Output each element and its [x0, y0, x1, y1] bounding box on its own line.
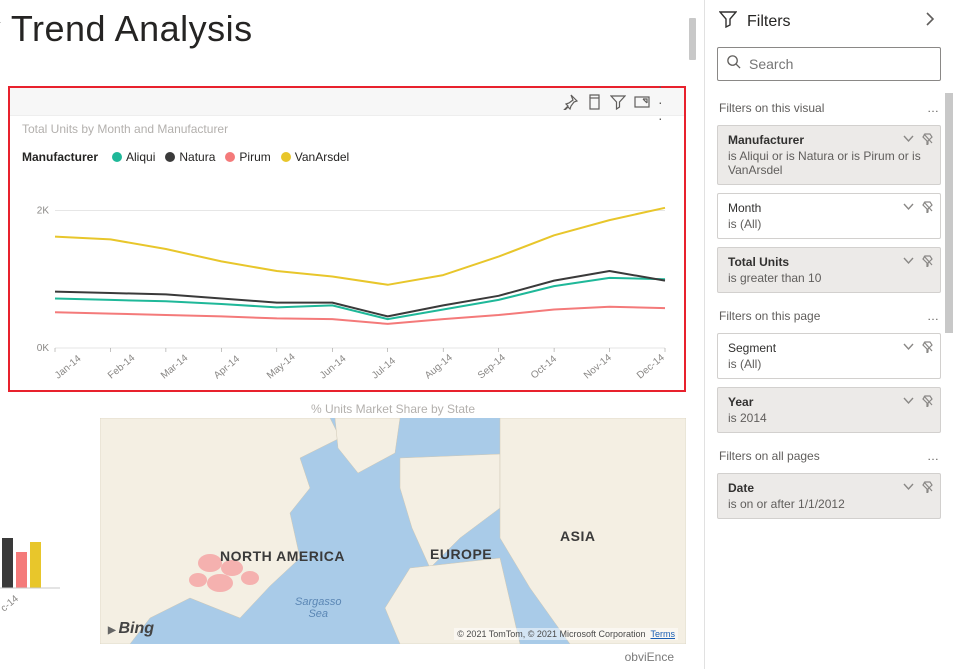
filter-card-description: is Aliqui or is Natura or is Pirum or is…: [728, 149, 932, 177]
filter-card-description: is (All): [728, 217, 932, 231]
filter-pane-icon: [719, 10, 737, 33]
filter-card[interactable]: Monthis (All): [717, 193, 941, 239]
filter-card[interactable]: Total Unitsis greater than 10: [717, 247, 941, 293]
filter-section-header: Filters on this page …: [705, 301, 953, 329]
page-title: ry Trend Analysis: [0, 0, 704, 60]
legend-series-label: Aliqui: [126, 150, 155, 164]
legend-series-label: Natura: [179, 150, 215, 164]
legend-swatch: [112, 152, 122, 162]
filters-pane: Filters Filters on this visual … Manufactu…: [705, 0, 953, 669]
series-line[interactable]: [55, 278, 665, 319]
filter-icon[interactable]: [610, 94, 626, 110]
chevron-down-icon[interactable]: [902, 480, 915, 496]
legend-swatch: [225, 152, 235, 162]
map-title: % Units Market Share by State: [100, 400, 686, 416]
pin-icon[interactable]: [562, 94, 578, 110]
map-sea-label: Sargasso Sea: [295, 596, 341, 620]
filter-section-title: Filters on all pages: [719, 449, 820, 463]
chevron-down-icon[interactable]: [902, 200, 915, 216]
filters-scroll-area: Filters on this visual … Manufactureris Al…: [705, 93, 953, 669]
clear-filter-icon[interactable]: [921, 340, 934, 356]
filter-card-description: is on or after 1/1/2012: [728, 497, 932, 511]
series-line[interactable]: [55, 271, 665, 316]
clear-filter-icon[interactable]: [921, 200, 934, 216]
filter-card-description: is greater than 10: [728, 271, 932, 285]
legend-series-label: VanArsdel: [295, 150, 349, 164]
chevron-down-icon[interactable]: [902, 132, 915, 148]
filter-section-title: Filters on this visual: [719, 101, 824, 115]
map-body[interactable]: Bing © 2021 TomTom, © 2021 Microsoft Cor…: [100, 418, 686, 644]
legend-item[interactable]: VanArsdel: [281, 150, 349, 164]
legend-series-label: Pirum: [239, 150, 270, 164]
line-chart-visual[interactable]: · · · Total Units by Month and Manufactu…: [8, 86, 686, 392]
chart-x-axis: Jan-14Feb-14Mar-14Apr-14May-14Jun-14Jul-…: [53, 373, 673, 384]
filter-section-more-icon[interactable]: …: [927, 449, 939, 463]
svg-text:2K: 2K: [37, 206, 50, 217]
clear-filter-icon[interactable]: [921, 132, 934, 148]
clear-filter-icon[interactable]: [921, 394, 934, 410]
legend-item[interactable]: Natura: [165, 150, 215, 164]
bing-logo: Bing: [108, 620, 154, 638]
filter-card[interactable]: Dateis on or after 1/1/2012: [717, 473, 941, 519]
filters-pane-title: Filters: [747, 13, 791, 31]
filters-search-input[interactable]: [749, 56, 932, 72]
chart-legend: Manufacturer Aliqui Natura Pirum VanArsdel: [22, 150, 349, 164]
filter-card-description: is (All): [728, 357, 932, 371]
chevron-down-icon[interactable]: [902, 394, 915, 410]
copy-icon[interactable]: [586, 94, 602, 110]
map-visual[interactable]: % Units Market Share by State Bing © 202…: [100, 400, 686, 648]
chevron-down-icon[interactable]: [902, 340, 915, 356]
collapse-pane-icon[interactable]: [921, 10, 939, 33]
filter-card[interactable]: Segmentis (All): [717, 333, 941, 379]
map-continent-label: ASIA: [560, 528, 595, 544]
legend-item[interactable]: Aliqui: [112, 150, 155, 164]
map-continent-label: EUROPE: [430, 546, 492, 562]
legend-item[interactable]: Pirum: [225, 150, 270, 164]
focus-mode-icon[interactable]: [634, 94, 650, 110]
legend-swatch: [165, 152, 175, 162]
bar-chart-partial-visual[interactable]: c-14: [0, 508, 60, 628]
filter-card[interactable]: Manufactureris Aliqui or is Natura or is…: [717, 125, 941, 185]
chevron-down-icon[interactable]: [902, 254, 915, 270]
map-continent-label: NORTH AMERICA: [220, 548, 345, 564]
chart-title: Total Units by Month and Manufacturer: [22, 122, 228, 136]
map-terms-link[interactable]: Terms: [651, 629, 676, 639]
svg-text:0K: 0K: [37, 343, 50, 354]
series-line[interactable]: [55, 208, 665, 285]
filters-pane-scrollbar[interactable]: [945, 93, 953, 669]
page-title-scrollbar[interactable]: [689, 18, 696, 60]
filter-section-header: Filters on all pages …: [705, 441, 953, 469]
filter-section-title: Filters on this page: [719, 309, 820, 323]
filter-section-more-icon[interactable]: …: [927, 309, 939, 323]
filter-section-more-icon[interactable]: …: [927, 101, 939, 115]
obvience-label: obviEnce: [625, 650, 674, 664]
legend-swatch: [281, 152, 291, 162]
more-options-icon[interactable]: · · ·: [658, 94, 674, 110]
line-chart-plot[interactable]: 0K 2K: [20, 178, 675, 378]
visual-toolbar: · · ·: [10, 88, 684, 116]
clear-filter-icon[interactable]: [921, 254, 934, 270]
filter-card-description: is 2014: [728, 411, 932, 425]
svg-text:c-14: c-14: [0, 593, 21, 614]
legend-label: Manufacturer: [22, 150, 98, 164]
map-attribution: © 2021 TomTom, © 2021 Microsoft Corporat…: [454, 628, 678, 640]
filter-section-header: Filters on this visual …: [705, 93, 953, 121]
search-icon: [726, 54, 741, 74]
filter-card[interactable]: Yearis 2014: [717, 387, 941, 433]
clear-filter-icon[interactable]: [921, 480, 934, 496]
filters-search-box[interactable]: [717, 47, 941, 81]
